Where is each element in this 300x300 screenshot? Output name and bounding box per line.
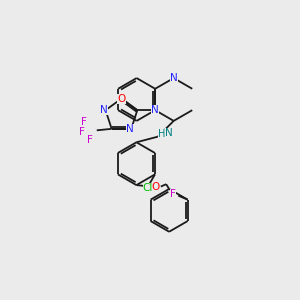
Text: N: N: [165, 128, 173, 138]
Text: N: N: [170, 73, 178, 83]
Text: F: F: [79, 127, 85, 137]
Text: H: H: [158, 129, 166, 139]
Text: F: F: [87, 135, 93, 145]
Text: F: F: [170, 189, 176, 199]
Text: N: N: [100, 105, 108, 115]
Text: O: O: [152, 182, 160, 192]
Text: N: N: [151, 105, 159, 115]
Text: N: N: [126, 124, 134, 134]
Text: Cl: Cl: [142, 183, 153, 193]
Text: O: O: [117, 94, 126, 103]
Text: F: F: [81, 117, 87, 127]
